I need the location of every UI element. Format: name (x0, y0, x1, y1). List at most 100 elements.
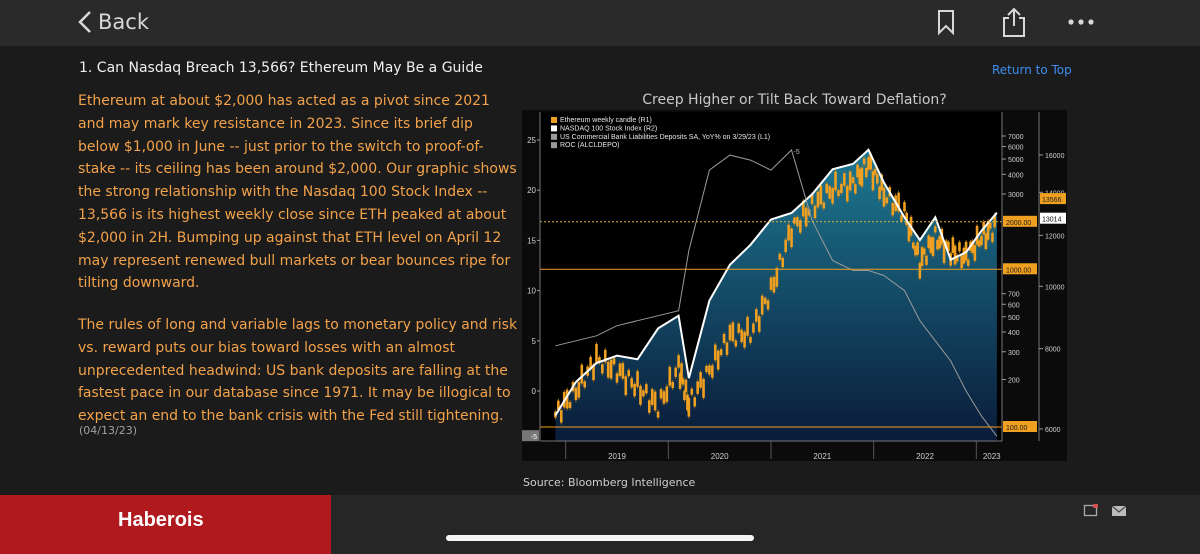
mail-icon[interactable] (1111, 503, 1127, 523)
eth-candle (743, 331, 746, 348)
left-tick-label: 15 (527, 236, 536, 245)
eth-candle (931, 237, 935, 256)
eth-candle (711, 365, 714, 378)
eth-candle (933, 226, 937, 233)
nasdaq-ref-tag: 13566 (1042, 197, 1062, 204)
eth-candle (860, 167, 864, 187)
eth-candle (867, 157, 870, 170)
comment-icon[interactable] (1083, 503, 1099, 523)
eth-candle (897, 192, 900, 212)
top-nav-bar: Back (0, 0, 1200, 46)
eth-candle (843, 173, 846, 186)
eth-candle (807, 209, 811, 216)
eth-candle (598, 357, 601, 364)
eth-tick-label: 700 (1008, 292, 1020, 299)
eth-candle (799, 220, 802, 233)
eth-candle (822, 202, 826, 209)
eth-candle (699, 372, 702, 388)
eth-candle (755, 309, 758, 322)
eth-candle (865, 167, 868, 178)
eth-candle (900, 215, 903, 222)
eth-candle (702, 378, 705, 398)
eth-candle (942, 244, 946, 264)
eth-tick-label: 3000 (1008, 192, 1024, 199)
eth-candle (790, 228, 793, 248)
eth-candle (731, 322, 735, 342)
eth-candle (953, 245, 957, 265)
x-tick-label: 2021 (813, 452, 831, 461)
article-paragraph-2: The rules of long and variable lags to m… (78, 317, 518, 425)
eth-candle (719, 349, 723, 356)
eth-candle (831, 187, 834, 204)
eth-candle (980, 235, 983, 246)
eth-tick-label: 5000 (1008, 157, 1024, 164)
eth-candle (988, 222, 992, 229)
eth-tick-label: 6000 (1008, 145, 1024, 152)
deposit-annotation: -5 (794, 149, 800, 156)
eth-candle (986, 220, 990, 240)
share-icon[interactable] (1001, 6, 1027, 42)
eth-candle (804, 207, 808, 227)
eth-tick-label: 400 (1008, 330, 1020, 337)
eth-candle (828, 186, 831, 199)
eth-candle (971, 240, 974, 254)
eth-candle (728, 324, 732, 341)
eth-candle (734, 340, 738, 347)
eth-candle (708, 365, 711, 375)
legend-swatch (551, 125, 557, 132)
brand-banner: Haberois (0, 495, 331, 554)
eth-tick-label: 4000 (1008, 172, 1024, 179)
eth-candle (680, 363, 683, 383)
eth-tick-label: 7000 (1008, 134, 1024, 141)
eth-candle (568, 402, 572, 409)
chart: -5 2019 2020 2021 2022 2023 25 20 15 10 5 0 -5 7000 6… (522, 110, 1067, 461)
eth-candle (574, 387, 578, 401)
eth-candle (668, 366, 672, 386)
eth-candle (763, 297, 767, 304)
eth-candle (713, 344, 717, 361)
eth-candle (639, 385, 642, 405)
eth-candle (903, 202, 906, 212)
eth-ref-tag-bg (1003, 421, 1037, 432)
nasdaq-tick-label: 12000 (1045, 233, 1065, 240)
eth-candle (882, 187, 886, 207)
article-title: 1. Can Nasdaq Breach 13,566? Ethereum Ma… (79, 60, 483, 76)
eth-candle (793, 217, 796, 224)
eth-candle (938, 235, 941, 249)
eth-candle (955, 255, 959, 262)
eth-candle (653, 391, 657, 411)
eth-candle (677, 355, 680, 368)
series-lines: -5 (540, 148, 1002, 437)
eth-candle (592, 364, 595, 381)
x-tick-label: 2019 (608, 452, 626, 461)
eth-candle (819, 185, 823, 205)
eth-candle (801, 200, 805, 217)
nasdaq-area (555, 149, 997, 442)
home-indicator[interactable] (446, 535, 754, 541)
eth-candle (674, 367, 677, 377)
left-tick-label: 0 (532, 387, 537, 396)
more-icon[interactable] (1066, 12, 1096, 36)
eth-candle (856, 164, 859, 178)
eth-candle (603, 349, 607, 363)
eth-candle (621, 363, 625, 379)
eth-candle (784, 239, 787, 253)
eth-candle (557, 400, 560, 410)
eth-candle (936, 240, 939, 250)
eth-candle (927, 235, 930, 248)
eth-candle (769, 277, 773, 290)
return-to-top-link[interactable]: Return to Top (992, 63, 1072, 77)
eth-candle (656, 411, 660, 418)
eth-candle (781, 257, 785, 268)
eth-candle (862, 158, 866, 165)
eth-candle (766, 300, 770, 310)
back-button[interactable]: Back (78, 7, 149, 37)
nasdaq-tick-label: 8000 (1045, 347, 1061, 354)
eth-candle (920, 247, 924, 266)
eth-candle (577, 381, 581, 398)
eth-candle (873, 168, 877, 175)
eth-ref-tag: 2000.00 (1006, 220, 1031, 227)
eth-candle (580, 364, 584, 384)
eth-candle (772, 276, 776, 293)
bookmark-icon[interactable] (936, 8, 956, 40)
